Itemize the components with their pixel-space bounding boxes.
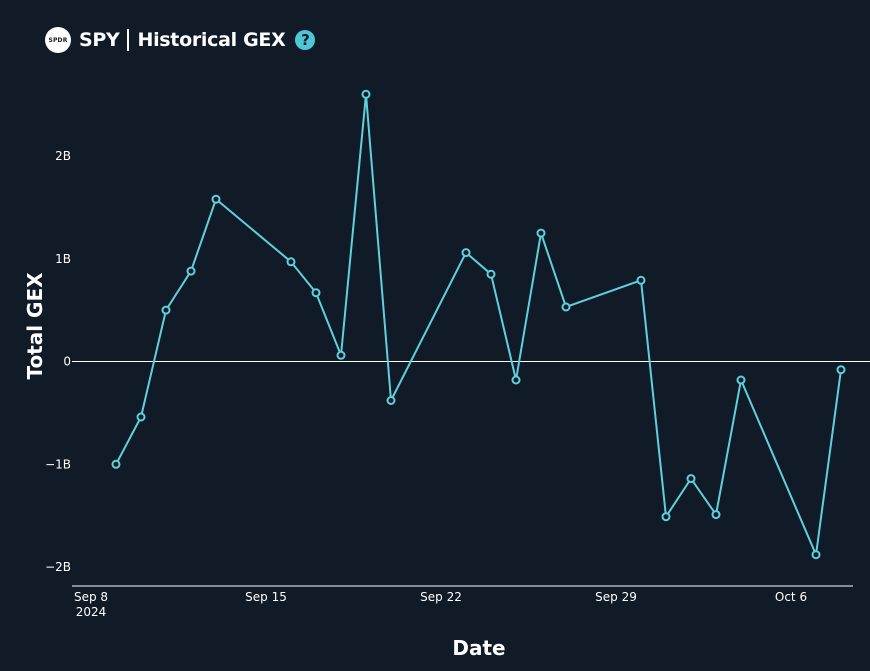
data-point[interactable] (836, 365, 846, 375)
y-tick-label: −2B (45, 560, 71, 574)
data-point[interactable] (736, 375, 746, 385)
data-point[interactable] (286, 257, 296, 267)
logo-text: SPDR (48, 36, 68, 44)
question-circle-icon[interactable]: ? (295, 30, 316, 50)
data-point[interactable] (111, 459, 121, 469)
x-tick-label: Sep 29 (595, 590, 637, 604)
data-point[interactable] (561, 302, 571, 312)
x-tick-label: Sep 22 (420, 590, 462, 604)
spdr-logo: SPDR (45, 27, 71, 53)
x-axis-title: Date (452, 636, 505, 660)
data-point[interactable] (461, 248, 471, 258)
data-points (111, 89, 846, 560)
data-point[interactable] (186, 266, 196, 276)
y-tick-label: 2B (55, 149, 71, 163)
data-point[interactable] (536, 228, 546, 238)
data-point[interactable] (661, 512, 671, 522)
title-divider (127, 29, 130, 51)
x-tick-label: Sep 15 (245, 590, 287, 604)
data-point[interactable] (686, 474, 696, 484)
data-point[interactable] (511, 375, 521, 385)
x-tick-label: Oct 6 (775, 590, 807, 604)
data-point[interactable] (311, 288, 321, 298)
data-point[interactable] (336, 350, 346, 360)
x-tick-label: Sep 8 (74, 590, 108, 604)
data-point[interactable] (486, 269, 496, 279)
data-point[interactable] (636, 275, 646, 285)
data-point[interactable] (811, 550, 821, 560)
data-point[interactable] (161, 305, 171, 315)
ticker-label: SPY (79, 29, 120, 51)
y-axis-ticks: 2B 1B 0 −1B −2B (45, 149, 71, 574)
data-point[interactable] (136, 412, 146, 422)
data-point[interactable] (211, 194, 221, 204)
chart-header: SPDR SPY Historical GEX ? (45, 26, 316, 54)
y-axis-title: Total GEX (23, 272, 47, 380)
data-point[interactable] (386, 396, 396, 405)
y-tick-label: 0 (63, 355, 71, 369)
data-point[interactable] (711, 510, 721, 520)
y-tick-label: −1B (45, 457, 71, 471)
x-tick-sublabel: 2024 (76, 605, 107, 619)
chart-title: Historical GEX (137, 29, 286, 51)
series-line (115, 94, 842, 559)
y-tick-label: 1B (55, 252, 71, 266)
data-point[interactable] (361, 89, 371, 99)
